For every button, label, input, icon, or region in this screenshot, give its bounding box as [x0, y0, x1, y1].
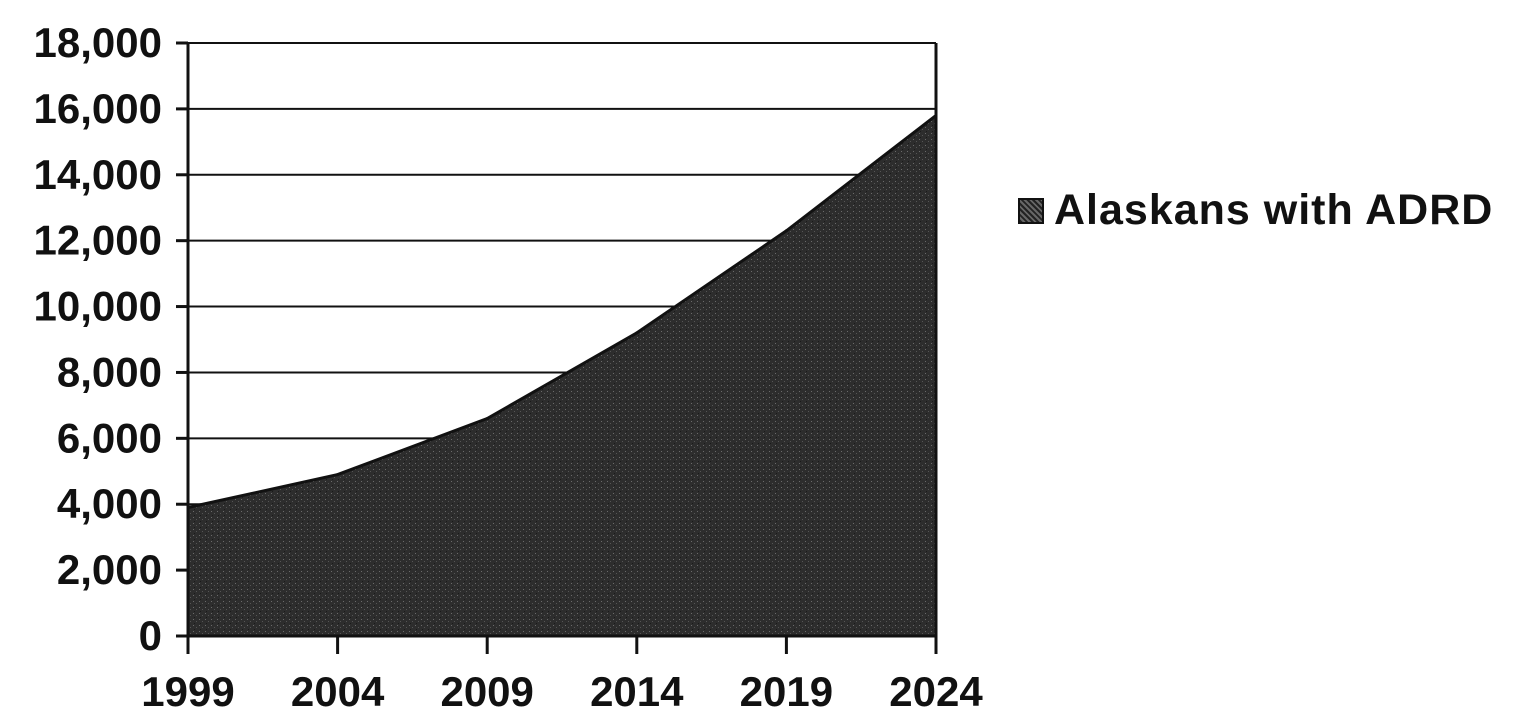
y-tick-label: 16,000: [34, 85, 162, 132]
legend-swatch-icon: [1018, 197, 1044, 224]
y-tick-label: 4,000: [57, 480, 162, 527]
x-tick-label: 2009: [440, 668, 533, 715]
series-line-alaskans-with-adrd: [187, 114, 937, 509]
x-tick-label: 2024: [889, 668, 983, 715]
series-area-layer: [186, 113, 938, 637]
y-tick-labels: 0 2,000 4,000 6,000 8,000 10,000 12,000 14,000 1…: [34, 19, 162, 659]
y-tick-label: 2,000: [57, 546, 162, 593]
legend-label: Alaskans with ADRD: [1054, 186, 1494, 234]
data-point: [635, 331, 639, 335]
y-tick-label: 0: [139, 612, 162, 659]
y-tick-label: 6,000: [57, 414, 162, 461]
y-tick-label: 12,000: [34, 217, 162, 264]
y-tick-label: 10,000: [34, 283, 162, 330]
x-tick-label: 2019: [740, 668, 833, 715]
y-tick-label: 18,000: [34, 19, 162, 66]
x-tick-label: 1999: [141, 668, 234, 715]
x-tick-labels: 1999 2004 2009 2014 2019 2024: [141, 668, 983, 715]
y-tick-label: 14,000: [34, 151, 162, 198]
data-point: [784, 229, 788, 233]
data-point: [485, 417, 489, 421]
data-point: [336, 473, 340, 477]
legend: Alaskans with ADRD: [1018, 186, 1493, 235]
y-tick-label: 8,000: [57, 348, 162, 395]
x-tick-label: 2004: [291, 668, 385, 715]
x-tick-label: 2014: [590, 668, 684, 715]
axes: [176, 41, 938, 654]
